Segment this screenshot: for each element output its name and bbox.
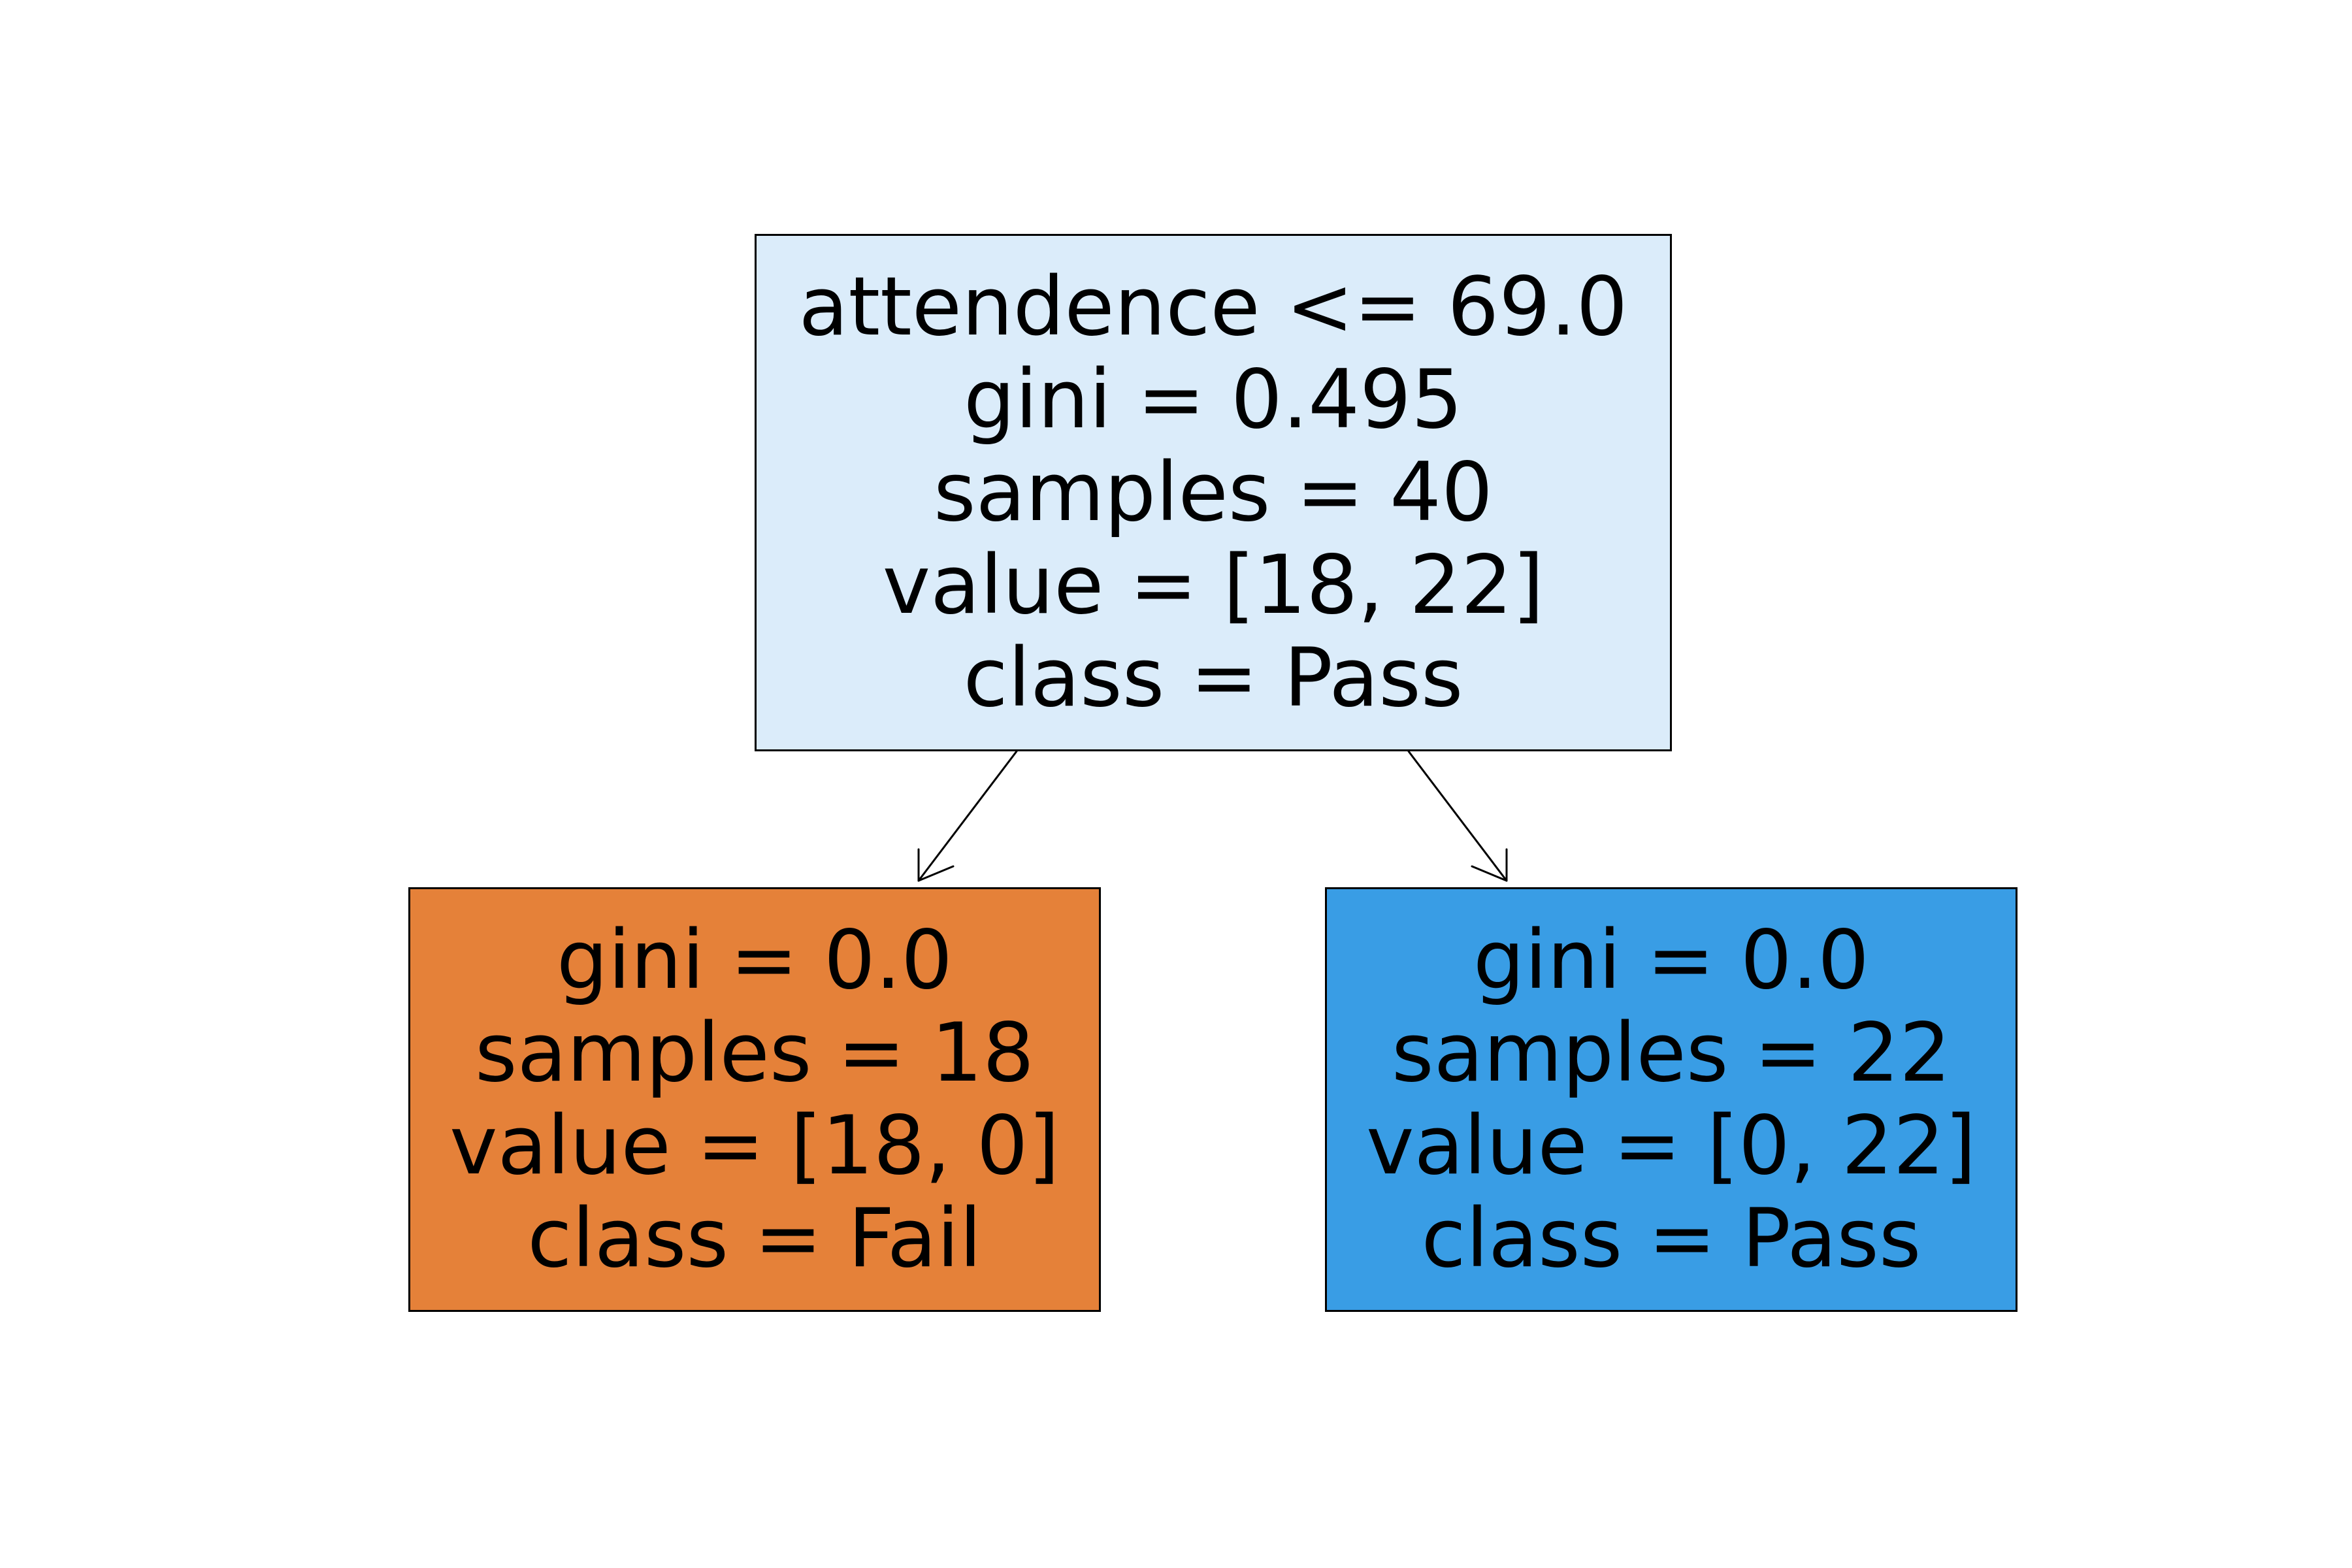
node-line: samples = 22 bbox=[1392, 1006, 1951, 1100]
node-line: value = [18, 22] bbox=[882, 538, 1544, 632]
node-line: samples = 18 bbox=[475, 1006, 1034, 1100]
node-line: class = Pass bbox=[1421, 1192, 1921, 1286]
node-line: value = [0, 22] bbox=[1366, 1099, 1976, 1193]
tree-node-root: attendence <= 69.0 gini = 0.495 samples … bbox=[755, 234, 1672, 751]
tree-node-left-leaf: gini = 0.0 samples = 18 value = [18, 0] … bbox=[408, 887, 1101, 1312]
arrowhead-right-icon bbox=[1471, 848, 1508, 882]
tree-node-right-leaf: gini = 0.0 samples = 22 value = [0, 22] … bbox=[1325, 887, 2017, 1312]
edge-root-to-left bbox=[917, 750, 1018, 882]
arrowhead-left-icon bbox=[917, 848, 955, 882]
node-line: gini = 0.0 bbox=[556, 913, 953, 1007]
edge-line-right bbox=[1407, 750, 1508, 882]
node-line: class = Fail bbox=[527, 1192, 982, 1286]
node-line: gini = 0.0 bbox=[1473, 913, 1870, 1007]
edge-line-left bbox=[917, 750, 1018, 882]
node-line: value = [18, 0] bbox=[449, 1099, 1060, 1193]
node-line: attendence <= 69.0 bbox=[798, 260, 1628, 354]
node-line: class = Pass bbox=[963, 631, 1463, 725]
node-line: samples = 40 bbox=[934, 446, 1493, 540]
node-line: gini = 0.495 bbox=[964, 353, 1463, 447]
edge-root-to-right bbox=[1407, 750, 1508, 882]
